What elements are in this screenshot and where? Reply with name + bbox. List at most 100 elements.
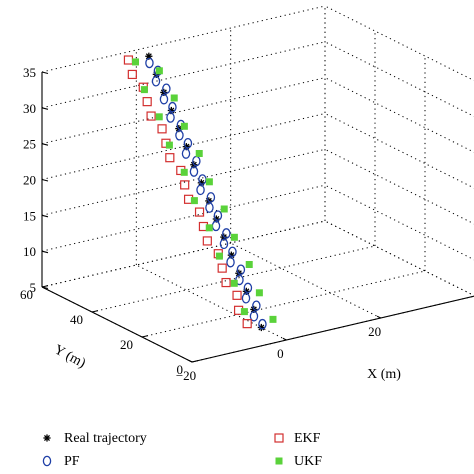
grid-line [324,113,474,189]
pf-point [258,318,267,330]
z-tick-label: 5 [30,280,37,295]
pf-point [252,300,261,312]
data-layer [123,52,277,332]
grid-line [324,220,474,297]
y-tick-label: 60 [20,287,33,302]
y-tick-label: 0 [177,362,184,377]
pf-point [168,101,177,113]
pf-point [183,137,193,149]
z-tick-label: 10 [23,244,36,259]
pf-point [159,93,169,105]
ukf-point [155,67,163,75]
x-tick-mark [282,337,287,341]
ukf-point [230,233,238,241]
pf-point [222,228,231,239]
grid-line [41,41,326,109]
y-tick-mark [141,335,149,338]
z-tick-mark [41,107,49,110]
ekf-point [217,263,227,273]
grid-line [41,184,326,252]
z-tick-mark [41,178,49,182]
pf-point [243,282,253,294]
ukf-point [190,197,198,205]
grid-line [41,148,326,216]
pf-point [205,202,214,213]
ukf-point [170,94,178,102]
ukf-point [155,113,163,121]
ekf-point [232,290,242,300]
pf-point [213,210,223,221]
ukf-point [240,308,248,316]
grid-line [324,148,474,225]
pf-point [236,264,246,275]
legend-item-real-trajectory: Real trajectory [43,431,147,446]
grid-line [41,220,326,288]
z-tick-mark [41,250,49,254]
ekf-point [180,180,190,190]
z-tick-label: 15 [23,208,36,223]
ekf-point [157,124,167,134]
y-axis-line [41,286,193,363]
grid-line [141,270,426,338]
legend-item-pf: PF [42,454,80,469]
ukf-point [180,168,188,176]
x-tick-label: −20 [176,368,196,383]
ukf-point [140,86,148,94]
grid-line [324,220,474,297]
legend-label-real-trajectory: Real trajectory [64,431,147,446]
ekf-point [146,111,156,121]
series-ekf [123,55,252,329]
z-tick-label: 25 [23,137,36,152]
ekf-point [242,319,252,329]
pf-point [175,130,184,141]
z-tick-label: 35 [23,65,36,80]
ekf-point [221,277,231,288]
ukf-point [205,178,213,186]
legend-item-ukf: UKF [275,454,322,469]
pf-point [211,220,221,232]
pf-point [162,83,171,95]
pf-point [226,256,235,268]
ekf-point [202,236,212,246]
legend-label-ukf: UKF [294,454,322,469]
ekf-point [123,55,134,65]
y-tick-label: 20 [120,337,133,352]
ekf-point [165,153,175,163]
legend-item-ekf: EKF [274,431,321,446]
ekf-point [194,207,205,217]
real-trajectory-marker-icon [43,434,51,442]
ekf-point [127,69,137,80]
ukf-marker-icon [275,457,283,465]
ekf-marker-icon [274,433,284,443]
pf-marker-icon [42,455,52,467]
pf-point [228,246,237,258]
x-tick-label: 0 [277,346,284,361]
grid-line [41,5,326,73]
pf-point [166,112,175,123]
pf-point [189,166,199,177]
pf-point [206,192,216,203]
ukf-point [255,289,263,297]
y-tick-label: 40 [70,312,83,327]
ukf-point [245,260,253,268]
ukf-point [269,315,277,323]
legend-label-pf: PF [64,454,80,469]
grid-line [324,77,474,153]
pf-point [181,148,191,159]
y-axis-label: Y (m) [51,342,88,371]
ukf-point [205,224,213,232]
grid-line [324,184,474,261]
grid-line [324,41,474,117]
z-tick-mark [41,143,49,146]
z-tick-label: 20 [23,173,36,188]
z-tick-mark [41,71,49,75]
y-tick-mark [191,360,199,363]
ukf-point [180,122,188,130]
legend-label-ekf: EKF [294,431,321,446]
x-tick-mark [188,359,193,363]
x-axis-line [191,295,474,363]
ukf-point [230,279,238,287]
x-tick-mark [376,315,381,319]
series-ukf [132,58,277,323]
